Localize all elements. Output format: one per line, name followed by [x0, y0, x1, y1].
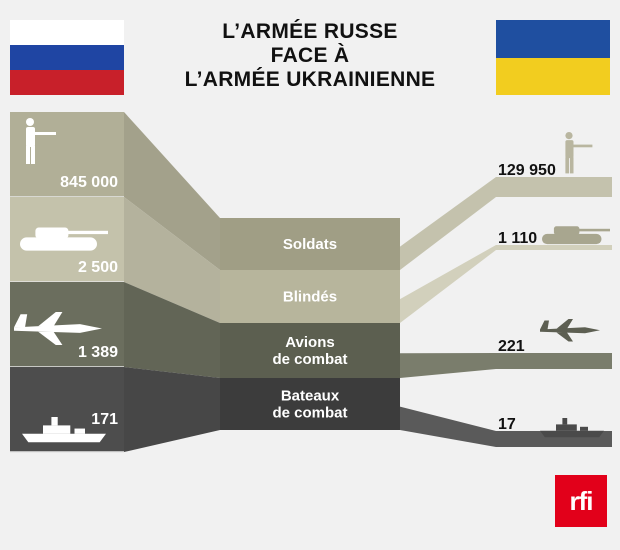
russia-value: 171: [91, 411, 118, 428]
center-block: [220, 270, 400, 323]
ukraine-block: [496, 245, 612, 250]
center-block: [220, 378, 400, 430]
ukraine-block: [496, 353, 612, 369]
russia-value: 845 000: [60, 174, 118, 191]
category-label: Soldats: [283, 236, 337, 253]
ukraine-value: 17: [498, 416, 516, 433]
category-label: de combat: [272, 351, 347, 368]
fighter-jet-icon: [540, 319, 600, 342]
ukraine-slope: [400, 245, 496, 323]
ukraine-value: 1 110: [498, 230, 537, 247]
page-title: L’ARMÉE RUSSE FACE À L’ARMÉE UKRAINIENNE: [150, 20, 470, 92]
russia-value: 1 389: [78, 344, 118, 361]
category-band-2: Blindés 2 500 1 110: [10, 197, 612, 323]
russia-flag: [10, 20, 124, 95]
ukraine-value: 129 950: [498, 162, 556, 179]
category-label: Blindés: [283, 289, 337, 306]
russia-slope: [124, 367, 220, 452]
russia-slope: [124, 112, 220, 270]
ukraine-block: [496, 177, 612, 197]
russia-value: 2 500: [78, 259, 118, 276]
center-block: [220, 323, 400, 378]
ukraine-flag: [496, 20, 610, 95]
category-band-1: Soldats 845 000 129 950: [10, 112, 612, 270]
title-line-1: L’ARMÉE RUSSE: [222, 20, 398, 43]
warship-icon: [540, 418, 604, 438]
ukraine-value: 221: [498, 338, 525, 355]
tank-icon: [542, 226, 610, 245]
category-label: Avions: [285, 334, 334, 351]
tank-icon: [20, 227, 108, 251]
warship-icon: [22, 417, 106, 443]
russia-block: [10, 282, 124, 367]
ukraine-slope: [400, 353, 496, 378]
soldier-icon: [26, 118, 56, 164]
title-line-2: FACE À: [270, 44, 350, 67]
title-line-3: L’ARMÉE UKRAINIENNE: [184, 68, 436, 91]
russia-slope: [124, 282, 220, 378]
ukraine-slope: [400, 406, 496, 447]
category-label: Bateaux: [281, 388, 340, 405]
category-label: de combat: [272, 405, 347, 422]
center-block: [220, 218, 400, 270]
russia-slope: [124, 197, 220, 323]
rfi-logo: rfi: [555, 475, 607, 527]
ukraine-slope: [400, 177, 496, 270]
soldier-icon: [565, 132, 593, 174]
